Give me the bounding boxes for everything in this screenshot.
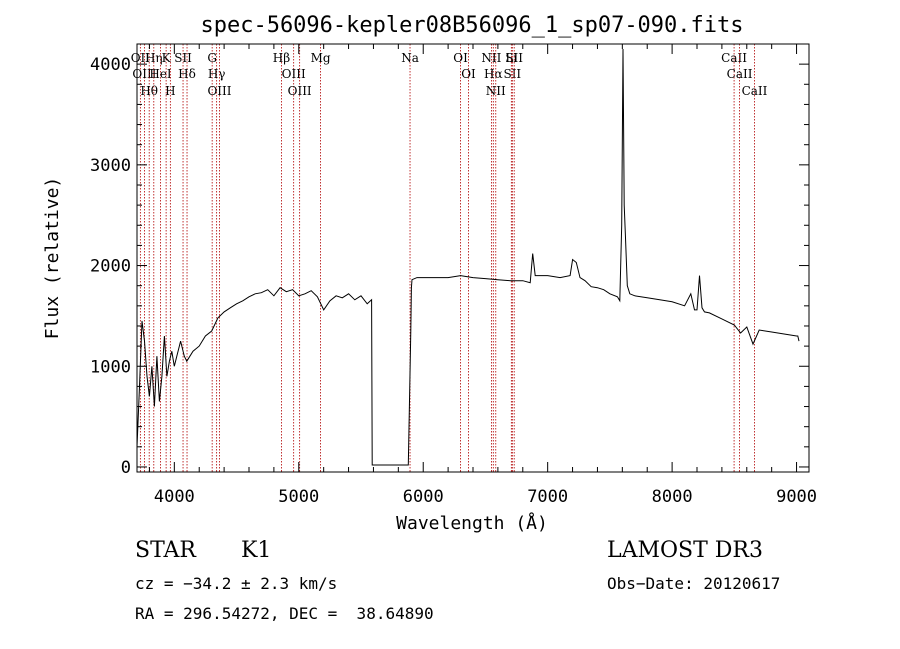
axis-layer: 4000 5000 6000 7000 8000 9000 0 1000 2000 3000 400… [90,43,817,507]
line-marker-label-6: H [165,84,175,98]
survey-name: LAMOST DR3 [607,538,763,563]
line-marker-label-11: OIII [207,84,231,98]
line-marker-label-22: Li [505,51,517,65]
x-tick-label-5: 9000 [776,487,817,507]
line-marker-label-21: NII [486,84,506,98]
redshift-value: cz = −34.2 ± 2.3 km/s [135,574,338,593]
x-tick-label-3: 7000 [527,487,568,507]
y-tick-label-3: 3000 [90,156,131,176]
line-marker-label-12: Hβ [273,51,290,65]
line-marker-label-7: SII [174,51,192,65]
line-marker-label-15: Mg [311,51,331,65]
plot-frame [136,43,810,473]
spectrum-line [136,48,800,466]
y-tick-label-2: 2000 [90,257,131,277]
line-marker-label-18: OI [461,67,476,81]
line-marker-label-16: Na [401,51,419,65]
line-marker-label-17: OI [453,51,468,65]
subclass: K1 [241,538,272,563]
line-marker-label-20: Hα [484,67,503,81]
line-marker-label-0: OII [131,51,151,65]
line-marker-label-25: CaII [721,51,747,65]
line-marker-label-10: Hγ [208,67,226,81]
line-marker-label-23: SII [503,67,521,81]
object-class: STAR [135,538,196,563]
line-marker-label-14: OIII [288,84,312,98]
y-tick-label-1: 1000 [90,357,131,377]
line-marker-layer: OII OIII Hθ Hη HeI K H SII Hδ G Hγ OIII Hβ OIII OIII Mg… [131,44,768,472]
coordinates: RA = 296.54272, DEC = 38.64890 [135,604,434,623]
line-marker-label-3: Hη [145,51,163,65]
series-layer [136,48,800,466]
line-marker-label-19: NII [481,51,501,65]
line-marker-label-13: OIII [282,67,306,81]
line-marker-label-9: G [207,51,217,65]
x-tick-label-4: 8000 [652,487,693,507]
y-tick-label-4: 4000 [90,55,131,75]
chart-title: spec-56096-kepler08B56096_1_sp07-090.fit… [200,13,743,38]
line-marker-label-24: SII [505,51,523,65]
obs-date: Obs−Date: 20120617 [607,574,781,593]
line-marker-label-4: HeI [149,67,172,81]
line-marker-label-26: CaII [727,67,753,81]
line-marker-label-8: Hδ [178,67,196,81]
x-tick-label-1: 5000 [278,487,319,507]
line-marker-label-27: CaII [742,84,768,98]
x-axis-label: Wavelength (Å) [396,512,548,534]
line-marker-label-5: K [162,51,172,65]
line-marker-label-2: Hθ [140,84,158,98]
line-marker-label-1: OIII [132,67,156,81]
y-axis-label: Flux (relative) [42,177,63,340]
x-tick-label-0: 4000 [154,487,195,507]
x-tick-label-2: 6000 [403,487,444,507]
y-tick-label-0: 0 [121,458,131,478]
